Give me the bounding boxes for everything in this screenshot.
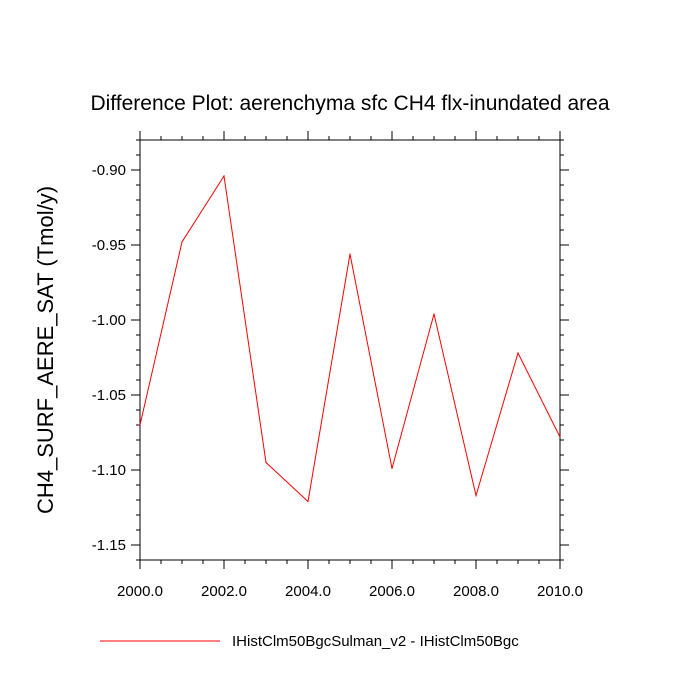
data-point	[349, 253, 351, 255]
y-axis-ticks: -0.90 -0.95 -1.00 -1.05 -1.10 -1.15	[92, 139, 569, 561]
data-point	[433, 313, 435, 315]
legend: IHistClm50BgcSulman_v2 - IHistClm50Bgc	[100, 633, 519, 650]
series-line	[139, 174, 561, 503]
y-axis-title: CH4_SURF_AERE_SAT (Tmol/y)	[33, 186, 58, 514]
x-tick-label: 2010.0	[537, 583, 583, 600]
x-tick-label: 2004.0	[285, 583, 331, 600]
y-tick-label: -1.05	[92, 387, 126, 404]
data-point	[307, 500, 309, 503]
x-tick-label: 2000.0	[117, 583, 163, 600]
data-point	[559, 436, 561, 438]
data-point	[139, 424, 141, 426]
y-tick-label: -1.10	[92, 462, 126, 479]
x-tick-label: 2002.0	[201, 583, 247, 600]
x-axis-ticks: 2000.0 2002.0 2004.0 2006.0 2008.0 2010.0	[117, 131, 583, 600]
chart-title: Difference Plot: aerenchyma sfc CH4 flx-…	[90, 92, 609, 115]
x-tick-label: 2006.0	[369, 583, 415, 600]
y-tick-label: -1.00	[92, 312, 126, 329]
data-point	[223, 175, 225, 177]
y-tick-label: -0.90	[92, 162, 126, 179]
data-point	[475, 494, 477, 497]
data-point	[181, 241, 183, 243]
data-point	[517, 352, 519, 354]
x-tick-label: 2008.0	[453, 583, 499, 600]
y-tick-label: -0.95	[92, 237, 126, 254]
data-point	[265, 461, 267, 464]
plot-frame	[139, 139, 561, 561]
legend-label: IHistClm50BgcSulman_v2 - IHistClm50Bgc	[232, 633, 519, 650]
data-point	[391, 467, 393, 470]
y-tick-label: -1.15	[92, 537, 126, 554]
plot-border	[139, 139, 561, 561]
series-layer	[139, 174, 561, 503]
